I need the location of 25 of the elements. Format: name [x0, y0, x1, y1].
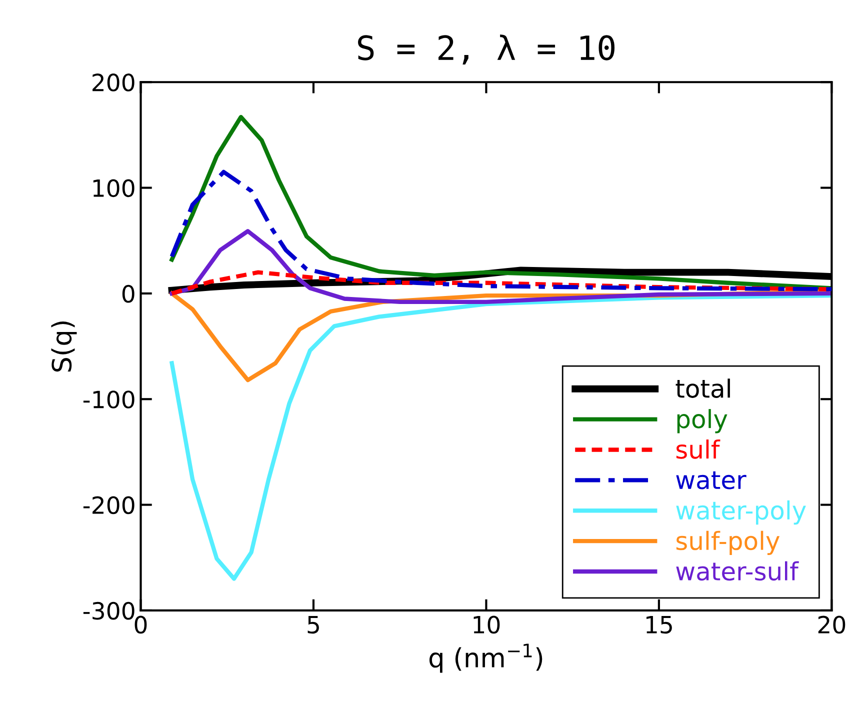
legend-label: poly: [677, 409, 728, 434]
y-tick-label: 200: [92, 74, 134, 92]
legend-label: water: [676, 471, 746, 490]
x-tick-label: 15: [646, 616, 672, 634]
line-series: [170, 170, 832, 292]
x-tick-label: 0: [134, 616, 147, 634]
line-series: [170, 293, 832, 581]
line-series: [170, 114, 832, 290]
legend-label: sulf: [676, 439, 720, 459]
y-tick-label: -300: [83, 602, 134, 620]
x-tick-label: 10: [474, 616, 500, 634]
y-tick-label: 100: [93, 179, 134, 198]
legend-label: total: [676, 378, 730, 398]
y-tick-label: -200: [83, 496, 134, 514]
line-series: [170, 229, 832, 304]
y-tick-label: -100: [83, 390, 134, 408]
y-axis-title: S(q): [51, 322, 77, 372]
legend-label: water-sulf: [676, 561, 799, 581]
y-tick-label: 0: [122, 284, 134, 303]
legend-label: sulf-poly: [676, 530, 780, 556]
x-tick-label: 20: [818, 616, 846, 634]
chart-title: S = 2, λ = 10: [358, 34, 614, 65]
legend-label: water-poly: [676, 500, 806, 525]
x-axis-title: q (nm$^{−1}$): [429, 644, 542, 673]
x-tick-label: 5: [308, 616, 319, 634]
